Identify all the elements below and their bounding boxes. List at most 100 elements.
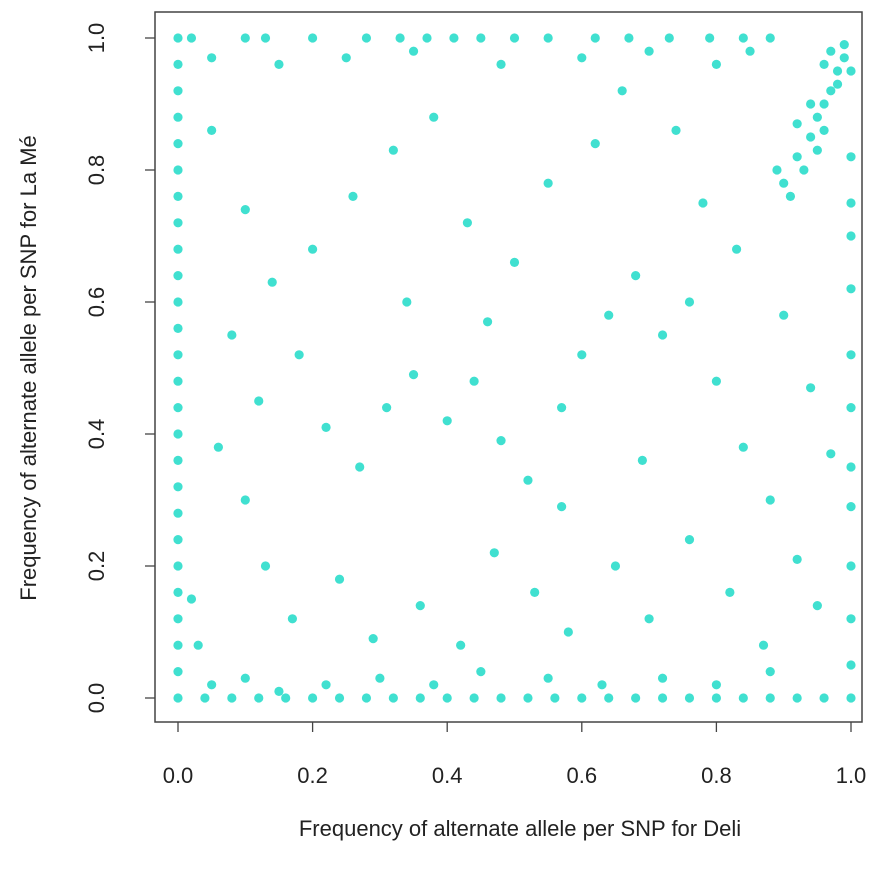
point	[577, 693, 587, 703]
point	[530, 587, 540, 598]
point	[711, 59, 722, 69]
y-tick-label: 0.6	[84, 287, 109, 318]
point	[846, 66, 856, 76]
point	[260, 33, 271, 43]
point	[207, 53, 217, 63]
point	[173, 59, 183, 69]
point	[657, 673, 668, 683]
point	[846, 462, 856, 472]
point	[785, 191, 796, 201]
point	[812, 112, 822, 122]
point	[846, 660, 856, 670]
point	[772, 165, 782, 175]
point	[267, 277, 277, 287]
point	[308, 33, 318, 43]
point	[173, 139, 183, 149]
point	[792, 119, 802, 129]
x-tick-label: 0.0	[163, 763, 194, 788]
point	[604, 693, 614, 703]
point	[173, 112, 183, 122]
point	[738, 33, 748, 43]
point	[213, 442, 223, 452]
point	[408, 370, 419, 380]
point	[321, 680, 331, 690]
y-tick-label: 0.2	[84, 551, 109, 582]
point	[442, 416, 452, 426]
point	[173, 191, 183, 201]
point	[274, 686, 284, 697]
point	[509, 257, 520, 267]
point	[274, 59, 284, 69]
point	[173, 350, 183, 360]
point	[294, 350, 304, 360]
point	[657, 330, 668, 340]
point	[227, 693, 237, 703]
point	[395, 33, 405, 43]
point	[476, 33, 486, 43]
point	[402, 297, 412, 307]
point	[422, 33, 432, 43]
point	[469, 376, 479, 386]
point	[577, 350, 587, 360]
point	[590, 139, 600, 149]
point	[429, 680, 439, 690]
point	[388, 693, 398, 703]
point	[725, 587, 735, 598]
point	[684, 297, 695, 307]
point	[254, 396, 264, 406]
point	[260, 561, 271, 571]
point	[173, 297, 183, 307]
point	[617, 86, 627, 96]
point	[173, 429, 183, 439]
point	[832, 66, 843, 76]
point	[368, 634, 378, 644]
point	[173, 482, 183, 492]
point	[590, 33, 600, 43]
point	[819, 125, 829, 135]
point	[819, 99, 829, 109]
point	[812, 145, 822, 155]
y-tick-label: 0.4	[84, 419, 109, 450]
point	[846, 561, 856, 571]
point	[173, 535, 183, 545]
point	[846, 152, 856, 162]
point	[186, 33, 197, 43]
point	[846, 198, 856, 208]
point	[779, 178, 789, 188]
point	[826, 86, 836, 96]
y-axis-label: Frequency of alternate allele per SNP fo…	[16, 135, 41, 601]
point	[698, 198, 708, 208]
point	[738, 693, 748, 703]
point	[382, 403, 392, 413]
point	[557, 502, 567, 512]
point	[388, 145, 398, 155]
point	[711, 376, 722, 386]
point	[482, 317, 493, 327]
point	[806, 99, 816, 109]
point	[308, 693, 318, 703]
point	[577, 53, 587, 63]
point	[792, 693, 802, 703]
point	[711, 680, 722, 690]
point	[361, 33, 372, 43]
point	[173, 218, 183, 228]
point	[637, 455, 647, 465]
point	[173, 403, 183, 413]
point	[173, 33, 183, 43]
point	[846, 403, 856, 413]
point	[415, 601, 425, 611]
point	[186, 594, 197, 604]
x-axis-label: Frequency of alternate allele per SNP fo…	[299, 816, 741, 841]
x-tick-label: 1.0	[836, 763, 867, 788]
point	[509, 33, 520, 43]
point	[705, 33, 715, 43]
point	[281, 693, 291, 703]
point	[173, 86, 183, 96]
point	[758, 640, 769, 650]
point	[765, 33, 775, 43]
point	[442, 693, 452, 703]
point	[496, 436, 506, 446]
point	[408, 46, 419, 56]
point	[173, 165, 183, 175]
